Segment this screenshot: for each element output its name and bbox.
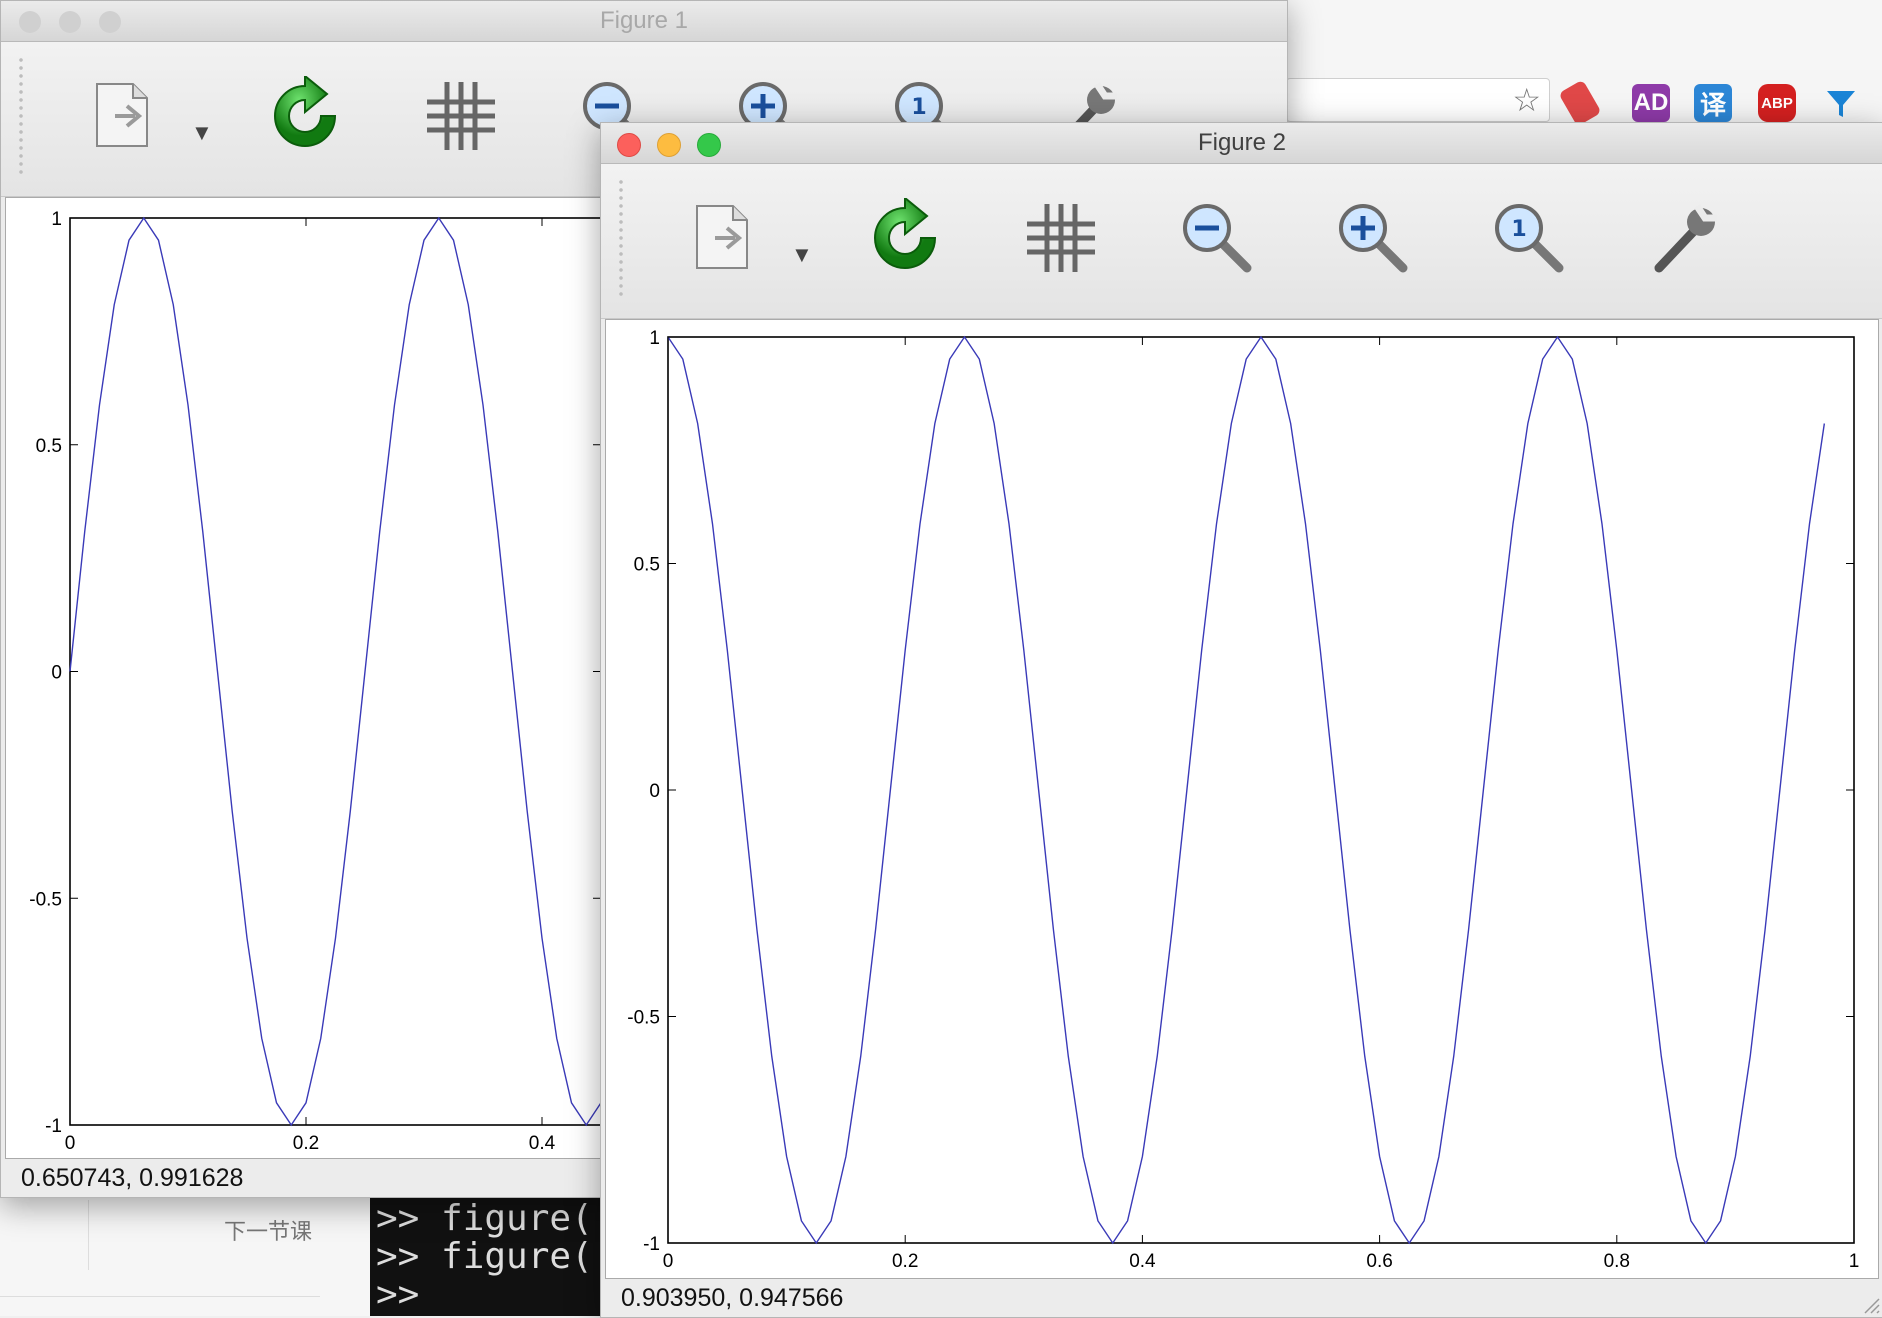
figure-2-window[interactable]: Figure 2 ▼ 1 0 0.2 0.4 0.6 0.8 1 1 0.5 0 -0.5 -1 0… (600, 122, 1882, 1318)
y-tick-label: 1 (649, 328, 660, 349)
y-tick-label: 1 (51, 209, 62, 230)
series-line (69, 216, 602, 1127)
chevron-down-icon[interactable]: ▼ (191, 120, 213, 145)
y-tick-label: -0.5 (29, 889, 62, 910)
funnel-icon[interactable] (1822, 84, 1860, 122)
terminal-console[interactable]: >> figure(>> figure(>> (370, 1196, 600, 1316)
figure-toolbar: ▼ 1 (601, 164, 1882, 319)
x-tick-label: 0.6 (1366, 1251, 1392, 1272)
adblock-ad-icon[interactable]: AD (1632, 84, 1670, 122)
cursor-coordinates: 0.650743, 0.991628 (21, 1164, 244, 1192)
terminal-line: >> figure( (376, 1198, 593, 1239)
x-tick-label: 0 (65, 1133, 76, 1154)
zoom-out-icon[interactable] (1177, 198, 1257, 278)
terminal-line: >> figure( (376, 1236, 593, 1277)
toolbar-grip-handle[interactable] (17, 56, 25, 176)
y-tick-label: -1 (643, 1234, 660, 1255)
window-title: Figure 2 (1197, 129, 1287, 156)
zoom-button[interactable] (697, 133, 721, 157)
minimize-button[interactable] (59, 11, 81, 33)
titlebar[interactable]: Figure 1 (1, 1, 1287, 42)
close-button[interactable] (19, 11, 41, 33)
zoom-reset-icon[interactable]: 1 (1489, 198, 1569, 278)
close-button[interactable] (617, 133, 641, 157)
axes-frame (667, 336, 1855, 1244)
y-tick-label: -0.5 (627, 1008, 660, 1029)
adblock-plus-icon[interactable]: ABP (1758, 84, 1796, 122)
next-lesson-link[interactable]: 下一节课 (224, 1219, 313, 1244)
translate-icon[interactable]: 译 (1694, 84, 1732, 122)
cursor-coordinates: 0.903950, 0.947566 (621, 1284, 844, 1312)
green-refresh-icon[interactable] (265, 73, 345, 156)
x-tick-label: 0.4 (1129, 1251, 1156, 1272)
zoom-button[interactable] (99, 11, 121, 33)
chevron-down-icon[interactable]: ▼ (791, 242, 813, 267)
y-tick-label: -1 (45, 1116, 62, 1137)
browser-address-bar[interactable]: ☆ (1286, 78, 1550, 122)
sidebar-divider (88, 1200, 89, 1270)
export-document-icon[interactable] (685, 198, 765, 278)
export-document-icon[interactable] (85, 76, 165, 156)
zoom-in-icon[interactable] (1333, 198, 1413, 278)
wrench-icon[interactable] (1645, 198, 1725, 278)
plot-canvas[interactable]: 0 0.2 0.4 0.6 0.8 1 1 0.5 0 -0.5 -1 (605, 319, 1879, 1279)
resize-grip-icon[interactable] (1859, 1293, 1881, 1315)
y-tick-label: 0.5 (36, 436, 62, 457)
grid-icon[interactable] (1021, 198, 1101, 278)
x-tick-label: 0.2 (892, 1251, 918, 1272)
grid-icon[interactable] (421, 76, 501, 156)
green-refresh-icon[interactable] (865, 195, 945, 278)
series-line (667, 335, 1826, 1245)
divider (0, 1296, 320, 1297)
y-tick-label: 0 (649, 781, 660, 802)
svg-text:1: 1 (1511, 217, 1526, 242)
bookmark-star-icon[interactable]: ☆ (1512, 82, 1541, 118)
x-tick-label: 1 (1849, 1251, 1860, 1272)
axes-frame (69, 217, 602, 1126)
minimize-button[interactable] (657, 133, 681, 157)
x-tick-label: 0.4 (529, 1133, 556, 1154)
y-tick-label: 0.5 (634, 555, 660, 576)
window-title: Figure 1 (599, 7, 689, 34)
x-tick-label: 0.8 (1604, 1251, 1630, 1272)
titlebar[interactable]: Figure 2 (601, 123, 1882, 164)
svg-text:1: 1 (911, 95, 926, 120)
chart-svg: 0 0.2 0.4 1 0.5 0 -0.5 -1 (29, 209, 602, 1154)
x-tick-label: 0.2 (293, 1133, 319, 1154)
toolbar-grip-handle[interactable] (617, 178, 625, 298)
chart-svg: 0 0.2 0.4 0.6 0.8 1 1 0.5 0 -0.5 -1 (627, 328, 1860, 1272)
terminal-line: >> (376, 1274, 420, 1315)
x-tick-label: 0 (663, 1251, 674, 1272)
y-tick-label: 0 (51, 663, 62, 684)
